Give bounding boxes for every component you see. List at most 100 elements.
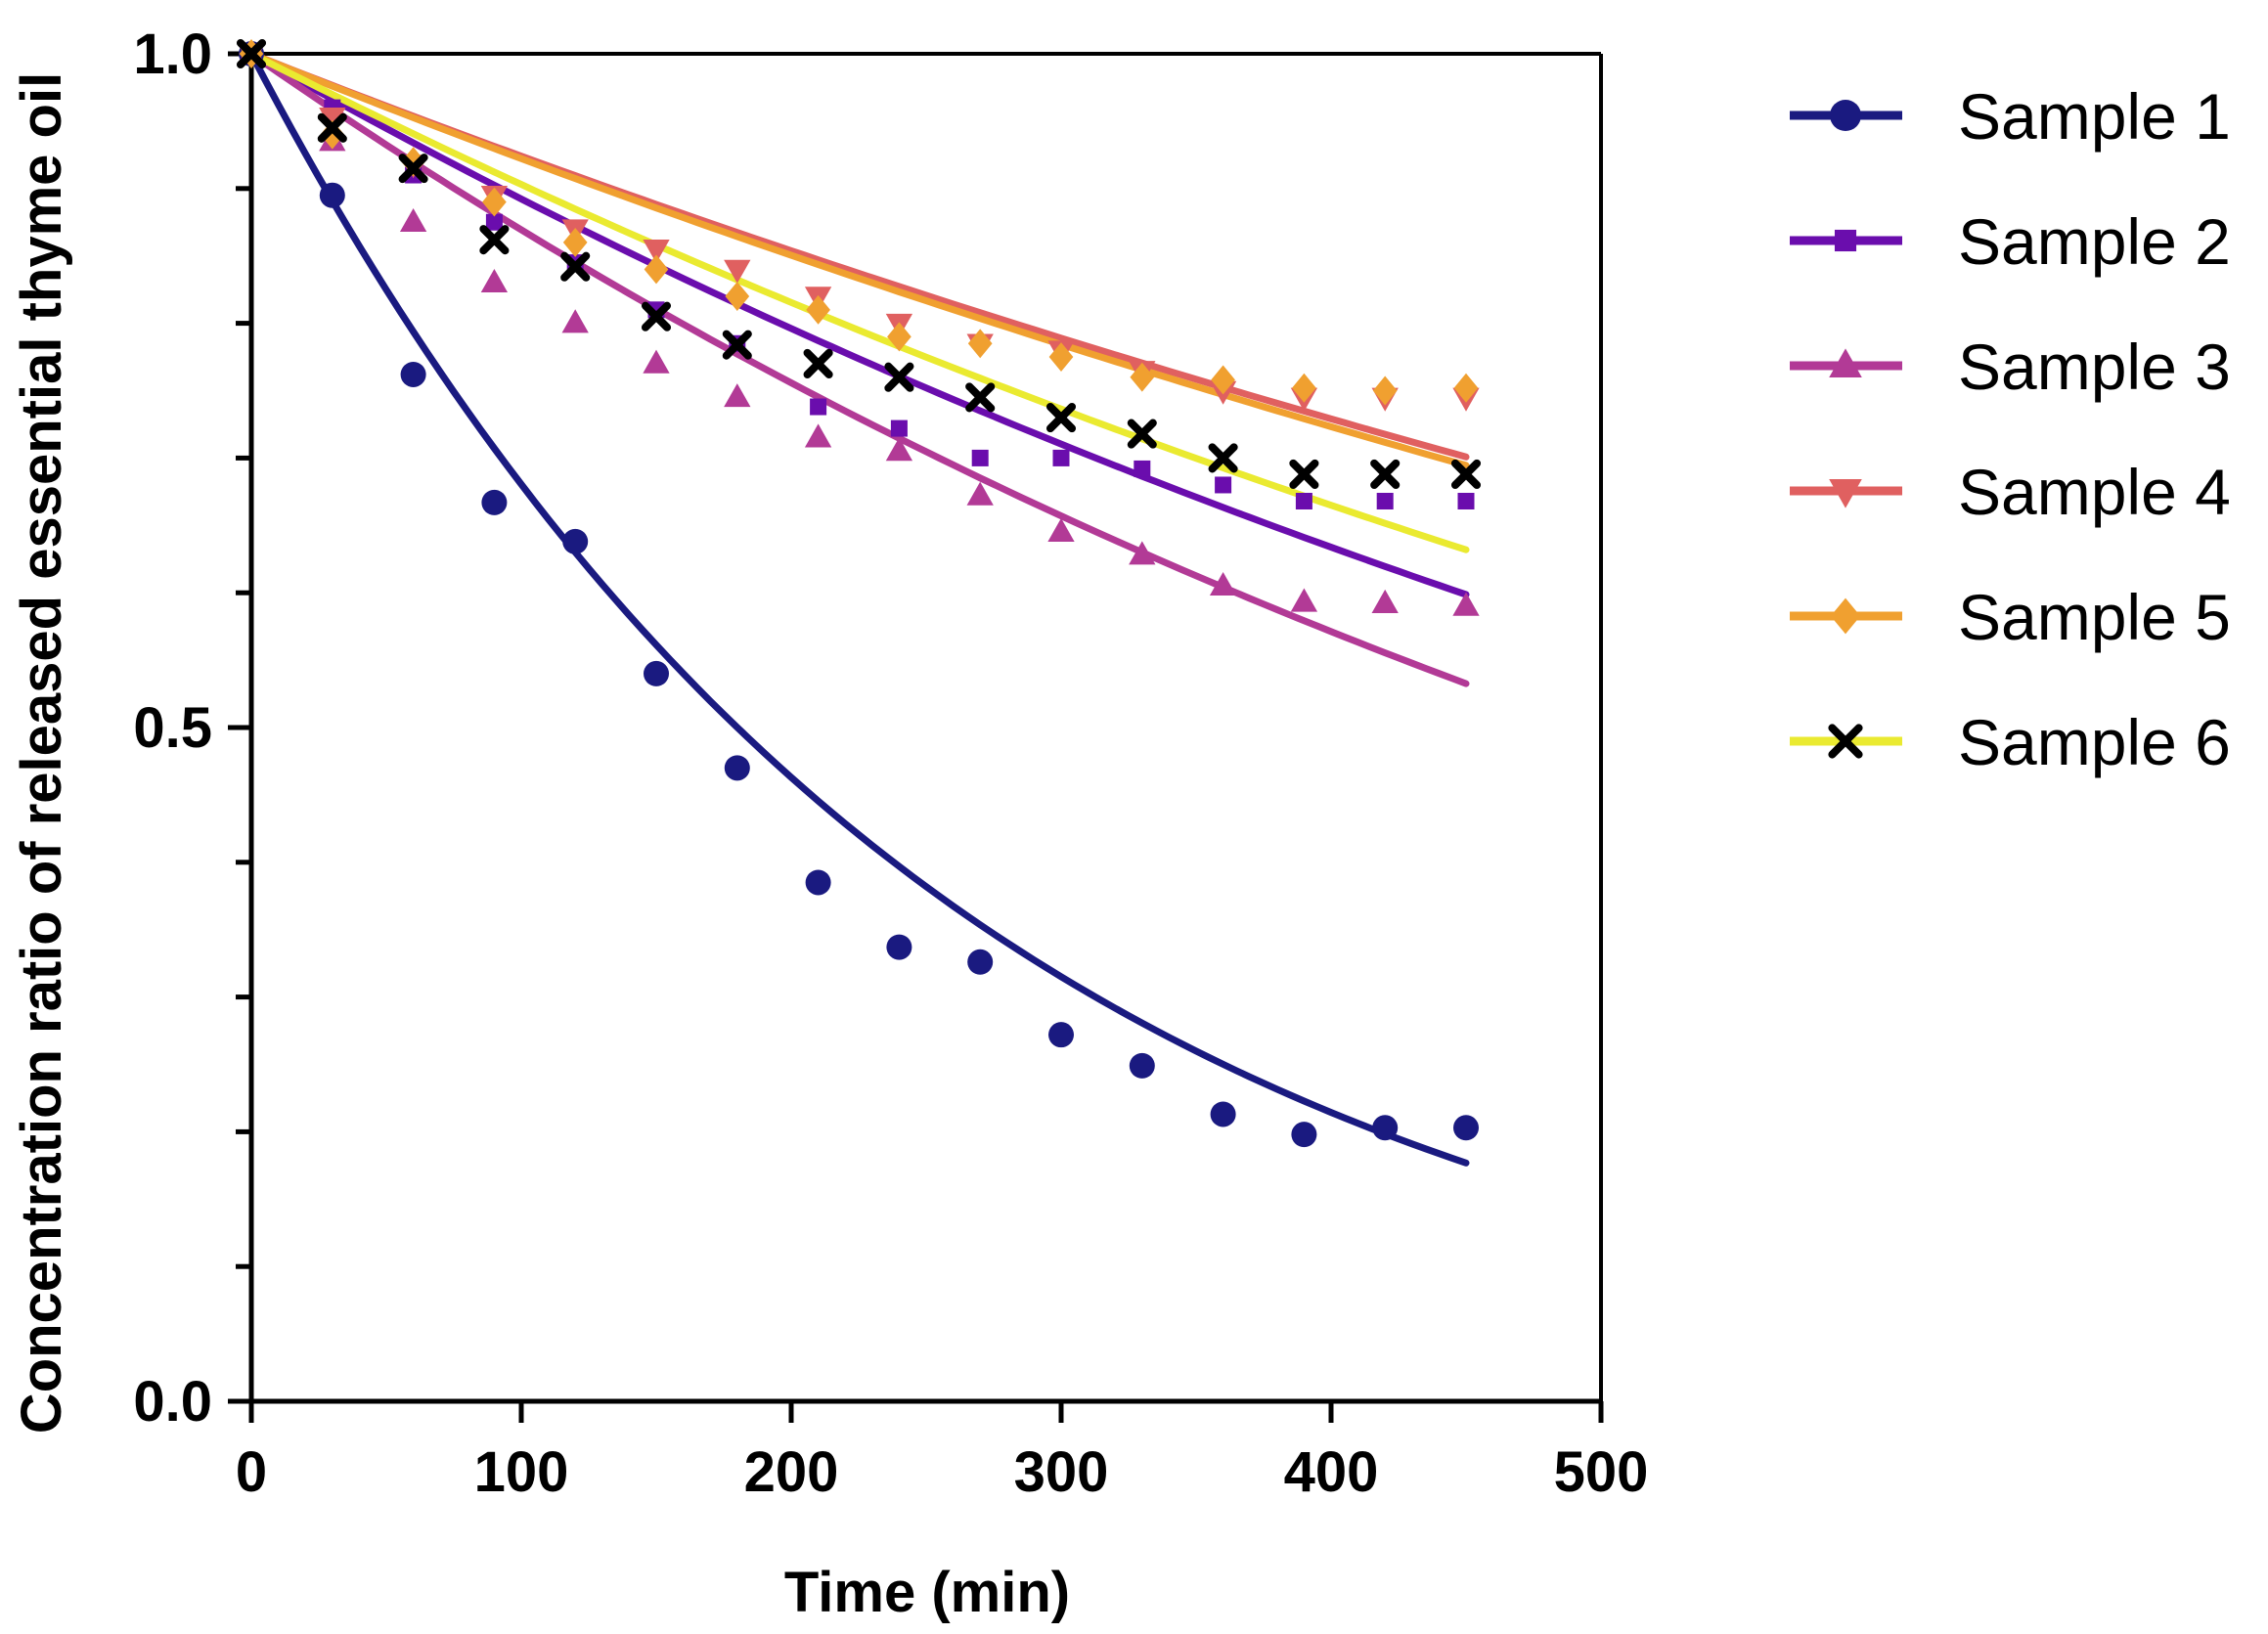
data-point-sample-6 bbox=[884, 362, 914, 392]
legend-label: Sample 3 bbox=[1958, 331, 2231, 403]
legend: Sample 1 Sample 2 Sample 3 Sample 4 Sample 5… bbox=[1790, 80, 2231, 778]
data-point-sample-1 bbox=[805, 869, 831, 896]
data-point-sample-3 bbox=[480, 268, 509, 293]
x-tick-label: 200 bbox=[744, 1440, 839, 1504]
data-point-sample-1 bbox=[1048, 1022, 1074, 1048]
data-point-sample-5 bbox=[967, 329, 993, 359]
data-point-sample-5 bbox=[1453, 373, 1479, 403]
data-point-sample-5 bbox=[1130, 362, 1155, 392]
data-point-sample-3 bbox=[561, 309, 589, 333]
legend-marker bbox=[1830, 597, 1861, 635]
legend-item-sample-2: Sample 2 bbox=[1790, 205, 2231, 278]
legend-label: Sample 5 bbox=[1958, 581, 2231, 653]
data-point-sample-3 bbox=[399, 207, 427, 232]
legend-label: Sample 1 bbox=[1958, 80, 2231, 153]
data-point-sample-6 bbox=[965, 382, 996, 413]
data-point-sample-6 bbox=[317, 112, 347, 143]
data-point-sample-5 bbox=[644, 254, 669, 285]
data-point-sample-6 bbox=[560, 251, 591, 282]
x-axis-title: Time (min) bbox=[784, 1561, 1070, 1624]
data-point-sample-6 bbox=[1370, 459, 1401, 489]
y-tick-label: 1.0 bbox=[133, 22, 212, 86]
series-sample-6 bbox=[236, 38, 1482, 489]
data-point-sample-2 bbox=[485, 213, 503, 231]
data-point-sample-5 bbox=[1048, 342, 1074, 372]
data-point-sample-5 bbox=[1211, 365, 1235, 395]
legend-marker bbox=[1829, 348, 1862, 377]
data-point-sample-4 bbox=[724, 259, 751, 284]
data-point-sample-1 bbox=[1210, 1101, 1236, 1127]
fit-line-sample-1 bbox=[247, 50, 1470, 1167]
data-point-sample-5 bbox=[1292, 373, 1316, 403]
axes: 0 100 200 300 400 500 0.0 0.5 1.0 bbox=[133, 22, 1648, 1504]
fit-lines bbox=[247, 50, 1470, 1167]
data-point-sample-3 bbox=[885, 437, 913, 462]
data-point-sample-2 bbox=[1295, 492, 1312, 509]
data-point-sample-3 bbox=[1129, 541, 1156, 565]
data-point-sample-5 bbox=[806, 294, 830, 325]
data-point-sample-3 bbox=[804, 423, 832, 448]
x-tick-label: 400 bbox=[1284, 1440, 1379, 1504]
data-point-sample-6 bbox=[803, 348, 833, 378]
data-point-sample-1 bbox=[400, 361, 426, 387]
legend-marker bbox=[1829, 479, 1862, 508]
data-points bbox=[236, 38, 1482, 1148]
x-tick-label: 0 bbox=[236, 1440, 267, 1504]
data-point-sample-5 bbox=[562, 227, 588, 257]
data-point-sample-3 bbox=[1209, 572, 1237, 596]
data-point-sample-2 bbox=[810, 398, 827, 416]
data-point-sample-1 bbox=[724, 755, 750, 781]
data-point-sample-2 bbox=[1457, 492, 1475, 509]
data-point-sample-3 bbox=[1452, 592, 1480, 616]
y-tick-label: 0.5 bbox=[133, 696, 212, 760]
legend-item-sample-3: Sample 3 bbox=[1790, 331, 2231, 403]
data-point-sample-1 bbox=[886, 934, 912, 960]
data-point-sample-5 bbox=[725, 282, 750, 311]
data-point-sample-3 bbox=[966, 481, 994, 506]
data-point-sample-4 bbox=[319, 108, 346, 132]
legend-label: Sample 2 bbox=[1958, 205, 2231, 278]
data-point-sample-6 bbox=[479, 225, 510, 255]
data-point-sample-1 bbox=[1129, 1052, 1155, 1079]
data-point-sample-6 bbox=[1045, 403, 1077, 433]
data-point-sample-1 bbox=[481, 489, 508, 515]
data-point-sample-1 bbox=[1372, 1115, 1399, 1141]
data-point-sample-6 bbox=[1289, 459, 1319, 489]
data-point-sample-6 bbox=[641, 301, 672, 331]
plot-frame bbox=[251, 52, 1603, 1401]
series-sample-3 bbox=[238, 39, 1480, 616]
data-point-sample-3 bbox=[724, 383, 751, 408]
data-point-sample-6 bbox=[398, 154, 428, 184]
x-tick-label: 500 bbox=[1554, 1440, 1649, 1504]
data-point-sample-1 bbox=[562, 528, 589, 554]
legend-label: Sample 6 bbox=[1958, 706, 2231, 778]
data-point-sample-2 bbox=[1376, 492, 1394, 509]
data-point-sample-6 bbox=[1127, 419, 1157, 449]
legend-item-sample-6: Sample 6 bbox=[1790, 706, 2231, 778]
data-point-sample-3 bbox=[1290, 588, 1318, 612]
fit-line-sample-3 bbox=[247, 50, 1470, 687]
data-point-sample-5 bbox=[1372, 375, 1398, 406]
data-point-sample-5 bbox=[482, 187, 507, 217]
data-point-sample-3 bbox=[643, 349, 670, 374]
x-tick-label: 300 bbox=[1014, 1440, 1109, 1504]
y-axis-title: Concentration ratio of released essentia… bbox=[10, 72, 73, 1434]
x-tick-label: 100 bbox=[474, 1440, 569, 1504]
data-point-sample-1 bbox=[644, 660, 669, 686]
legend-marker bbox=[1828, 724, 1863, 759]
legend-marker bbox=[1834, 229, 1857, 252]
data-point-sample-2 bbox=[890, 420, 908, 437]
data-point-sample-2 bbox=[1215, 476, 1232, 494]
data-point-sample-6 bbox=[236, 38, 267, 69]
data-point-sample-2 bbox=[1052, 449, 1070, 466]
data-point-sample-1 bbox=[1453, 1115, 1479, 1141]
data-point-sample-6 bbox=[1450, 459, 1482, 489]
data-point-sample-2 bbox=[971, 449, 989, 466]
data-point-sample-3 bbox=[1047, 517, 1075, 542]
data-point-sample-1 bbox=[1291, 1122, 1317, 1148]
legend-item-sample-1: Sample 1 bbox=[1790, 80, 2231, 153]
data-point-sample-6 bbox=[722, 330, 752, 360]
series-sample-1 bbox=[239, 41, 1479, 1148]
legend-item-sample-5: Sample 5 bbox=[1790, 581, 2231, 653]
